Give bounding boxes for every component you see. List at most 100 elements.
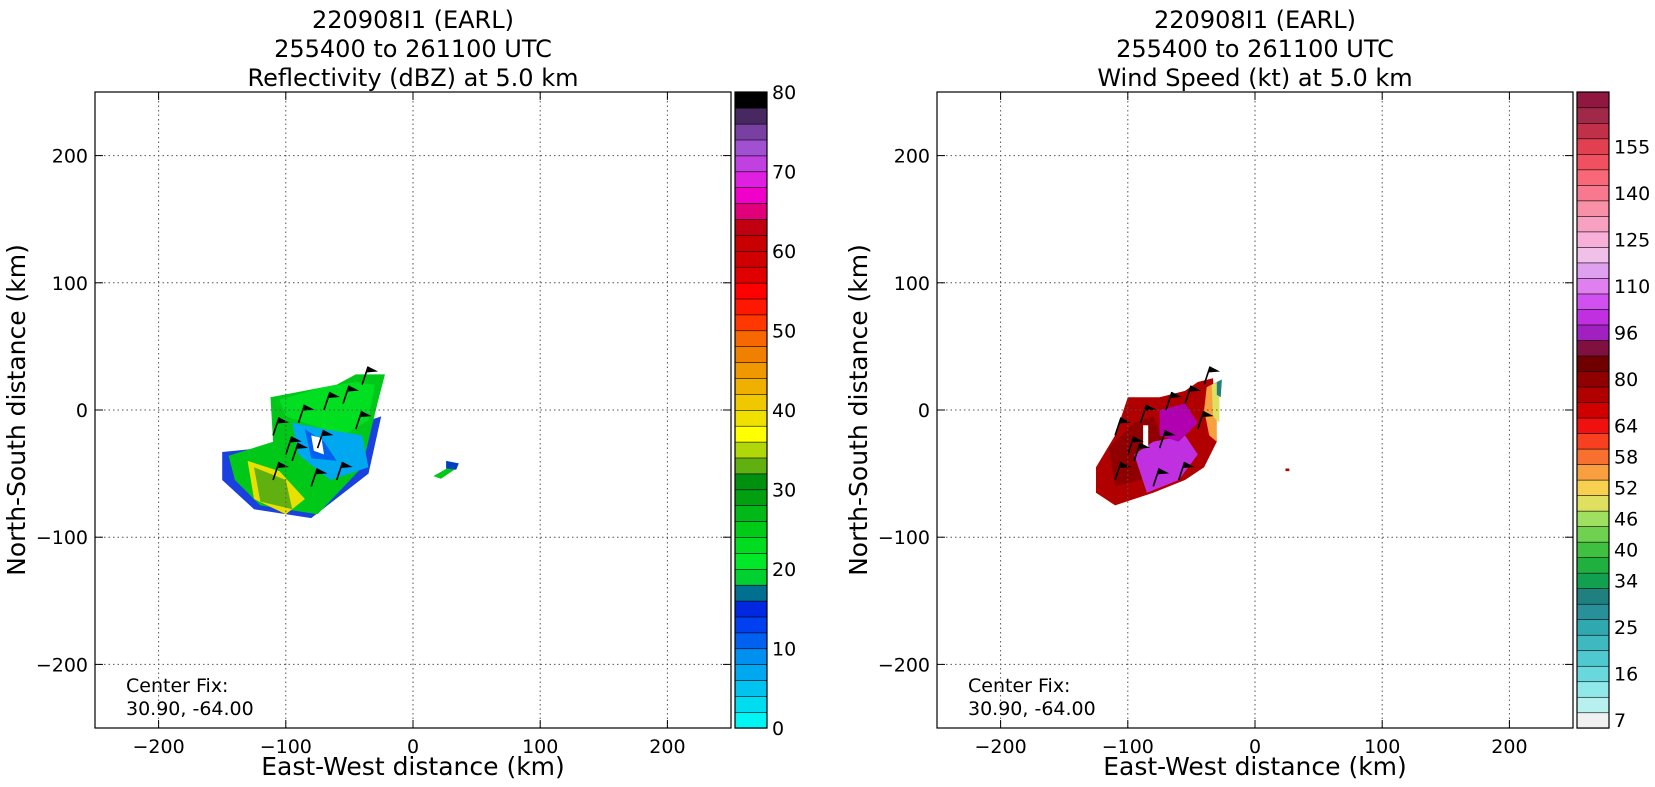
x-tick-label: 100 <box>522 736 558 758</box>
y-tick-label: −200 <box>36 654 88 676</box>
y-tick-label: 0 <box>76 400 88 422</box>
colorbar-bin <box>1576 572 1610 589</box>
colorbar-bin <box>1576 169 1610 186</box>
colorbar-bin <box>734 695 768 713</box>
colorbar-bin <box>734 552 768 570</box>
colorbar-bin <box>1576 153 1610 171</box>
y-axis-label: North-South distance (km) <box>844 244 873 576</box>
wind-barb <box>1139 404 1157 423</box>
colorbar-bin <box>1576 386 1610 403</box>
colorbar-bin <box>734 234 768 252</box>
colorbar-bin <box>734 489 768 507</box>
wind-barb <box>1184 385 1202 404</box>
colorbar-bin <box>1576 557 1610 574</box>
colorbar-bin <box>1576 277 1610 295</box>
data-region-8 <box>433 466 457 479</box>
colorbar-bin <box>1576 650 1610 667</box>
colorbar-bin <box>734 250 768 268</box>
colorbar-tick-label: 52 <box>1614 478 1638 500</box>
wind-barb <box>342 385 360 404</box>
data-region-2 <box>1134 435 1198 493</box>
colorbar-tick-label: 70 <box>772 162 796 184</box>
colorbar-bin <box>1576 122 1610 140</box>
colorbar-bin <box>734 330 768 348</box>
data-region-6 <box>1216 379 1222 398</box>
colorbar-bin <box>734 409 768 427</box>
wind-barb <box>1152 468 1170 487</box>
colorbar-bin <box>734 139 768 157</box>
x-axis-label: East-West distance (km) <box>1103 752 1407 781</box>
colorbar-bin <box>734 266 768 284</box>
colorbar-bin <box>734 123 768 141</box>
chart-title-line-2: 255400 to 261100 UTC <box>1116 35 1394 63</box>
colorbar-tick-label: 34 <box>1614 571 1638 593</box>
colorbar-bin <box>1576 479 1610 496</box>
colorbar-bin <box>1576 417 1610 434</box>
colorbar-bin <box>1576 200 1610 217</box>
wind-barb <box>355 410 372 430</box>
wind-barb <box>291 442 309 462</box>
colorbar-bin <box>734 568 768 586</box>
colorbar-bin <box>1576 448 1610 465</box>
colorbar-bin <box>1576 541 1610 558</box>
colorbar-tick-label: 110 <box>1614 276 1650 298</box>
plot-area <box>937 92 1573 728</box>
chart-title-line-3: Wind Speed (kt) at 5.0 km <box>1097 64 1412 92</box>
colorbar-tick-label: 25 <box>1614 617 1638 639</box>
colorbar-tick-label: 7 <box>1614 710 1626 732</box>
colorbar-bin <box>1576 432 1610 450</box>
colorbar-bin <box>734 91 768 109</box>
wind-barb <box>297 404 315 423</box>
y-tick-label: −100 <box>36 527 88 549</box>
colorbar-tick-label: 20 <box>772 559 796 581</box>
colorbar-tick-label: 60 <box>772 241 796 263</box>
data-region-8 <box>1285 468 1290 472</box>
colorbar-tick-label: 10 <box>772 639 796 661</box>
colorbar-bin <box>1576 463 1610 481</box>
colorbar-bin <box>734 520 768 538</box>
colorbar-bin <box>1576 107 1610 124</box>
colorbar-bin <box>1576 588 1610 605</box>
wind-barb <box>1203 366 1221 385</box>
colorbar-bin <box>1576 91 1610 109</box>
wind-barb <box>361 366 379 385</box>
y-tick-label: −100 <box>878 527 930 549</box>
colorbar-bin <box>734 314 768 332</box>
colorbar-bin <box>1576 495 1610 512</box>
data-region-7 <box>1143 425 1149 449</box>
colorbar-bin <box>734 155 768 173</box>
colorbar-bin <box>734 361 768 379</box>
y-tick-label: 200 <box>52 146 88 168</box>
x-tick-label: −100 <box>1102 736 1154 758</box>
wind-barb <box>1127 436 1144 455</box>
y-tick-label: 100 <box>894 273 930 295</box>
center-fix-annotation-line-1: Center Fix: <box>968 675 1070 697</box>
colorbar-bin <box>1576 138 1610 155</box>
x-tick-label: 200 <box>649 736 685 758</box>
x-tick-label: 0 <box>407 736 419 758</box>
data-region-2 <box>279 382 375 436</box>
colorbar-bin <box>734 600 768 618</box>
colorbar-tick-label: 16 <box>1614 664 1638 686</box>
wind-barb <box>1177 461 1195 481</box>
colorbar-bin <box>734 187 768 204</box>
colorbar-tick-label: 40 <box>772 400 796 422</box>
center-fix-annotation-line-2: 30.90, -64.00 <box>126 698 254 720</box>
wind-barb <box>1133 442 1151 462</box>
wind-barb <box>316 429 334 449</box>
colorbar-bin <box>734 632 768 650</box>
data-region-9 <box>446 460 459 470</box>
colorbar-bin <box>1576 355 1610 372</box>
chart-title-line-3: Reflectivity (dBZ) at 5.0 km <box>248 64 579 92</box>
wind-barb <box>310 468 328 487</box>
x-axis-label: East-West distance (km) <box>261 752 565 781</box>
data-region-4 <box>254 467 293 510</box>
colorbar-bin <box>1576 712 1610 729</box>
colorbar: 0 10 20 30 40 50 60 70 80 <box>734 82 796 740</box>
colorbar-bin <box>734 107 768 125</box>
colorbar-tick-label: 140 <box>1614 183 1650 205</box>
x-tick-label: 200 <box>1491 736 1527 758</box>
colorbar: 7 16 25 34 40 46 52 58 64 80 96 110 125 140 155 <box>1576 91 1650 732</box>
